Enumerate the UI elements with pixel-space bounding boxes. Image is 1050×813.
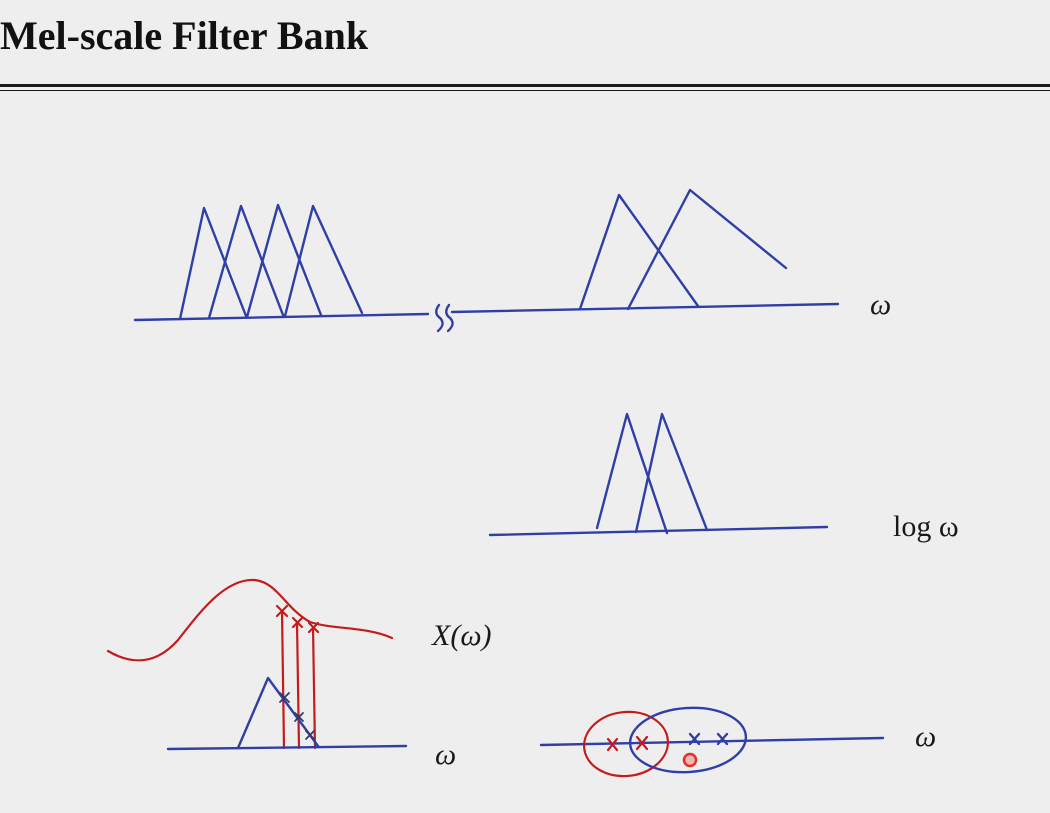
linear-filter-bank-sketch [133,188,840,333]
filter-triangle [245,203,323,319]
omega-label-bottom-right: ω [915,720,937,753]
log-omega-axis [488,525,829,537]
log-omega-label: log ω [893,510,959,543]
title-rule-thick [0,84,1050,87]
filter-sample-mark [279,692,290,703]
slide-title: Mel-scale Filter Bank [0,13,369,58]
omega-axis-bottom-right [539,736,885,747]
spectrum-sample-mark [291,616,304,629]
projection-line [311,625,317,750]
filter-triangle [283,204,364,318]
sample-mark-blue [716,732,729,746]
log-filter-triangle [634,412,709,534]
log-filter-bank-sketch [488,412,829,537]
filter-triangle-wide [578,193,700,311]
laser-pointer-dot [682,752,698,768]
omega-label-top: ω [870,288,892,321]
omega-axis-bottom-left [166,744,408,751]
grouped-samples-sketch [539,706,885,778]
sample-mark-red [635,735,649,751]
spectrum-sampling-sketch [106,578,408,751]
log-filter-triangle [595,412,669,535]
spectrum-sample-mark [307,621,320,634]
axis-break-mark [435,303,454,333]
omega-axis-top [133,312,430,322]
filter-triangle [178,206,248,321]
spectrum-sample-mark [275,604,289,618]
spectrum-label: X(ω) [432,619,492,652]
spectrum-curve [106,578,394,662]
sample-mark-red [606,737,619,752]
projection-line [280,609,286,750]
sample-mark-blue [688,732,701,746]
blue-group-ellipse [628,706,748,774]
filter-triangle [207,204,285,320]
filter-triangle-single [236,676,320,750]
filter-sample-mark [305,730,315,740]
title-rule-thin [0,90,1050,91]
omega-label-bottom-left: ω [435,738,457,771]
filter-sample-mark [294,712,304,722]
filter-triangle-wide [626,188,788,311]
omega-axis-top-continued [450,302,840,314]
projection-line [295,620,301,750]
red-group-ellipse [582,710,670,778]
